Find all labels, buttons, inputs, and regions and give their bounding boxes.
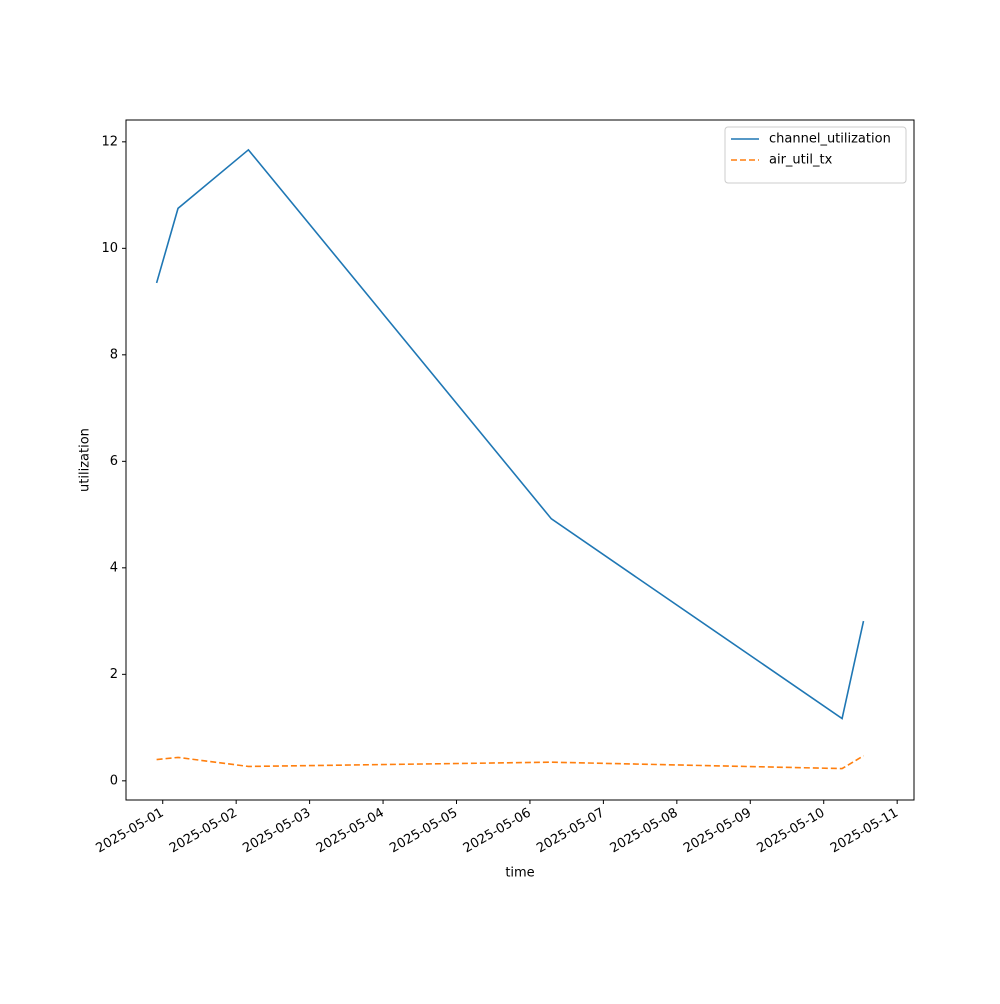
series-line (156, 755, 864, 770)
x-tick-label: 2025-05-10 (755, 806, 828, 857)
y-tick-label: 4 (110, 560, 118, 575)
x-tick-label: 2025-05-03 (240, 806, 313, 857)
y-axis-label: utilization (78, 428, 93, 492)
x-tick-label: 2025-05-02 (167, 806, 240, 857)
legend-box (724, 126, 907, 184)
x-tick-label: 2025-05-04 (314, 806, 387, 857)
y-tick-label: 6 (110, 454, 118, 469)
series-line (155, 148, 865, 720)
y-tick-label: 12 (101, 134, 118, 149)
y-tick-label: 10 (101, 241, 118, 256)
legend-label: channel_utilization (769, 132, 891, 147)
x-tick-label: 2025-05-01 (94, 806, 167, 857)
y-tick-label: 2 (110, 667, 118, 682)
x-tick-label: 2025-05-09 (681, 806, 754, 857)
x-tick-label: 2025-05-08 (608, 806, 681, 857)
x-tick-label: 2025-05-06 (461, 806, 534, 857)
x-tick-label: 2025-05-07 (534, 806, 607, 857)
x-tick-label: 2025-05-05 (387, 806, 460, 857)
x-axis-label: time (505, 866, 534, 881)
y-tick-label: 8 (110, 347, 118, 362)
y-tick-label: 0 (110, 773, 118, 788)
x-tick-label: 2025-05-11 (828, 806, 901, 857)
legend-label: air_util_tx (769, 153, 833, 168)
plot-frame (125, 119, 915, 801)
